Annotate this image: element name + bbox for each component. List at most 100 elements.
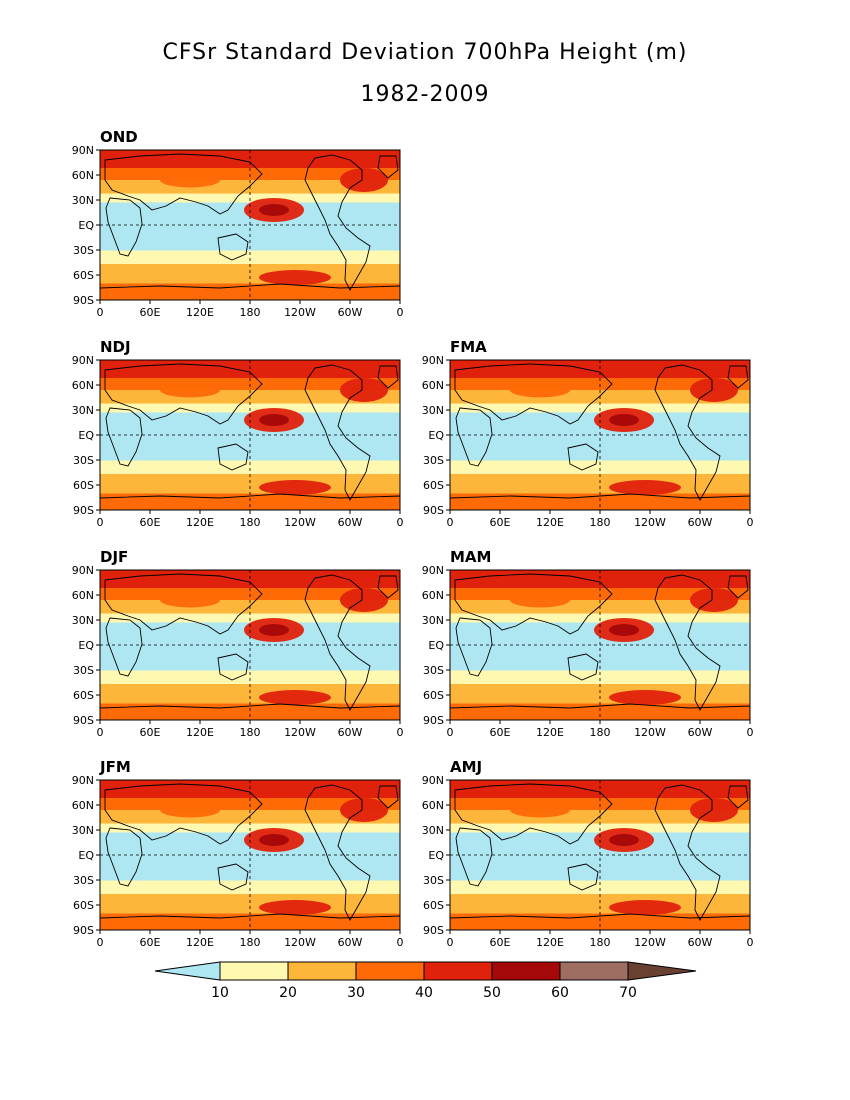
lat-tick-label: 90N (72, 144, 94, 157)
lon-tick-label: 180 (240, 936, 261, 949)
lon-tick-label: 120W (284, 306, 316, 319)
lat-tick-label: 90N (422, 564, 444, 577)
lat-tick-label: 30S (423, 874, 444, 887)
lon-tick-label: 120W (284, 726, 316, 739)
lat-tick-label: EQ (78, 429, 94, 442)
lon-tick-label: 120E (536, 936, 564, 949)
lat-tick-label: 30S (73, 664, 94, 677)
lon-tick-label: 0 (97, 726, 104, 739)
lat-tick-label: 90N (72, 354, 94, 367)
lat-tick-label: 30S (423, 664, 444, 677)
lon-tick-label: 0 (447, 726, 454, 739)
panel-label: JFM (99, 758, 131, 776)
lat-tick-label: 90N (422, 354, 444, 367)
figure-subtitle: 1982-2009 (360, 82, 490, 107)
lon-tick-label: 60E (140, 306, 161, 319)
colorbar: 10 20 30 40 50 60 70 (154, 961, 697, 1001)
lon-tick-label: 0 (447, 936, 454, 949)
lat-tick-label: 90S (73, 504, 94, 517)
lon-tick-label: 180 (590, 726, 611, 739)
lon-tick-label: 0 (397, 306, 404, 319)
lon-tick-label: 120E (186, 936, 214, 949)
lat-tick-label: EQ (78, 849, 94, 862)
colorbar-tick-label: 20 (279, 985, 297, 1001)
lon-tick-label: 60W (338, 936, 363, 949)
lat-tick-label: 60S (73, 899, 94, 912)
lat-tick-label: 30N (72, 824, 94, 837)
lat-tick-label: 90S (73, 714, 94, 727)
lon-tick-label: 0 (97, 306, 104, 319)
lon-tick-label: 60W (688, 726, 713, 739)
lon-tick-label: 60W (688, 516, 713, 529)
lat-tick-label: 30N (72, 614, 94, 627)
lon-tick-label: 0 (747, 726, 754, 739)
lon-tick-label: 60E (490, 936, 511, 949)
lon-tick-label: 60E (140, 936, 161, 949)
lat-tick-label: 30N (422, 614, 444, 627)
figure-title: CFSr Standard Deviation 700hPa Height (m… (162, 40, 688, 65)
lon-tick-label: 120W (284, 936, 316, 949)
lon-tick-label: 120E (536, 516, 564, 529)
lat-tick-label: 90N (72, 564, 94, 577)
lat-tick-label: 60S (73, 689, 94, 702)
lat-tick-label: 90S (423, 924, 444, 937)
lat-tick-label: 30S (423, 454, 444, 467)
lon-tick-label: 120W (634, 726, 666, 739)
colorbar-left-arrow (154, 961, 221, 981)
lon-tick-label: 60E (490, 516, 511, 529)
lat-tick-label: 60S (73, 269, 94, 282)
lat-tick-label: 60N (422, 799, 444, 812)
lat-tick-label: 90S (73, 924, 94, 937)
lat-tick-label: 30N (422, 404, 444, 417)
lat-tick-label: EQ (78, 639, 94, 652)
lon-tick-label: 60E (490, 726, 511, 739)
lon-tick-label: 120E (186, 726, 214, 739)
lat-tick-label: 60N (422, 589, 444, 602)
colorbar-tick-label: 40 (415, 985, 433, 1001)
lon-tick-label: 180 (240, 726, 261, 739)
panel-label: MAM (450, 548, 491, 566)
lat-tick-label: EQ (428, 849, 444, 862)
lat-tick-label: 60S (423, 479, 444, 492)
lat-tick-label: 90N (422, 774, 444, 787)
lon-tick-label: 60E (140, 726, 161, 739)
colorbar-right-arrow (627, 961, 697, 981)
lat-tick-label: 90S (423, 714, 444, 727)
lon-tick-label: 60W (338, 726, 363, 739)
lat-tick-label: 30S (73, 874, 94, 887)
panel-label: DJF (100, 548, 128, 566)
lon-tick-label: 0 (397, 516, 404, 529)
colorbar-box (559, 961, 629, 981)
colorbar-tick-label: 30 (347, 985, 365, 1001)
lon-tick-label: 120E (536, 726, 564, 739)
lon-tick-label: 120W (284, 516, 316, 529)
lon-tick-label: 0 (97, 516, 104, 529)
colorbar-tick-label: 60 (551, 985, 569, 1001)
lat-tick-label: 30N (422, 824, 444, 837)
lon-tick-label: 120W (634, 516, 666, 529)
lon-tick-label: 0 (447, 516, 454, 529)
colorbar-box (423, 961, 493, 981)
lat-tick-label: 60N (72, 379, 94, 392)
lat-tick-label: 30S (73, 454, 94, 467)
lat-tick-label: 30N (72, 404, 94, 417)
colorbar-box (355, 961, 425, 981)
lon-tick-label: 180 (240, 516, 261, 529)
lon-tick-label: 60W (338, 516, 363, 529)
lat-tick-label: 60N (72, 799, 94, 812)
panel-label: FMA (450, 338, 487, 356)
lat-tick-label: 60S (73, 479, 94, 492)
lon-tick-label: 0 (397, 726, 404, 739)
panel-label: NDJ (100, 338, 131, 356)
colorbar-tick-label: 50 (483, 985, 501, 1001)
lon-tick-label: 60E (140, 516, 161, 529)
panel-label: AMJ (450, 758, 482, 776)
lat-tick-label: 30N (72, 194, 94, 207)
colorbar-tick-label: 70 (619, 985, 637, 1001)
colorbar-tick-label: 10 (211, 985, 229, 1001)
